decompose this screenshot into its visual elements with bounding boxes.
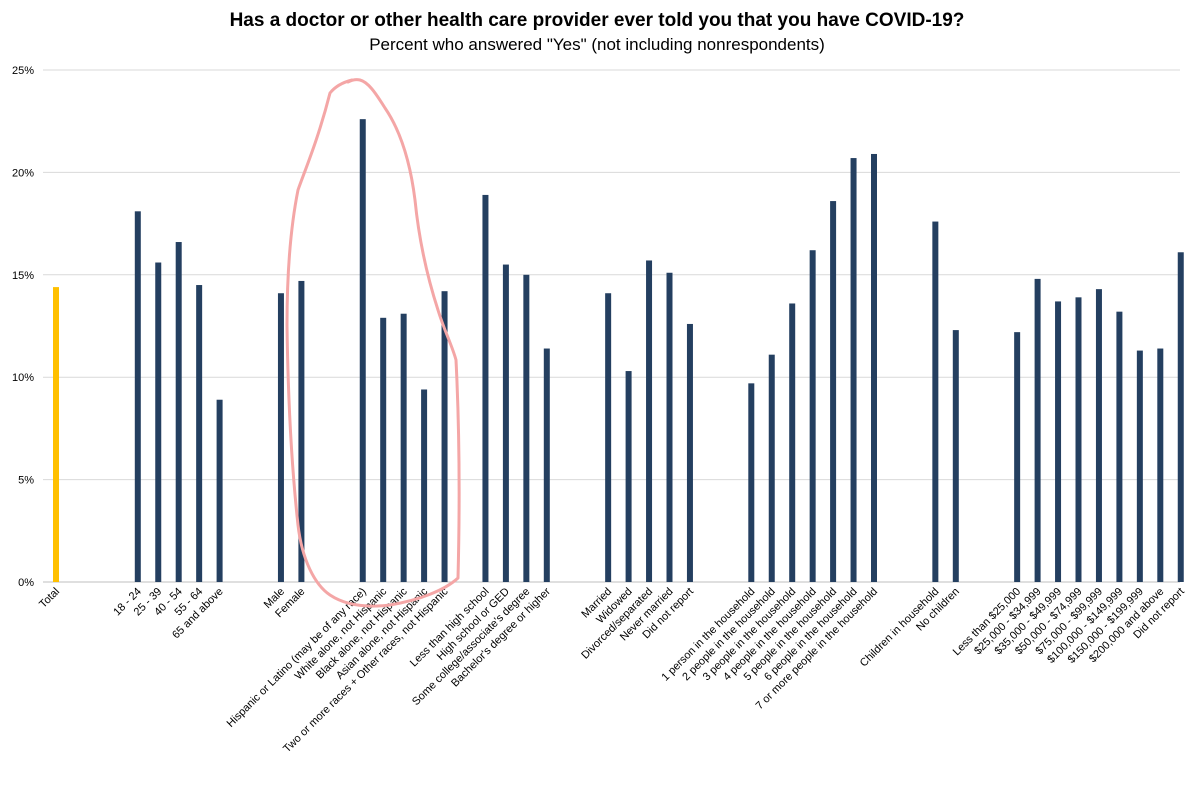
bar (932, 221, 939, 582)
bar (605, 293, 612, 582)
bar (175, 242, 182, 583)
bar (298, 280, 305, 582)
bar (809, 250, 816, 582)
bars (53, 119, 1184, 583)
bar (359, 119, 366, 582)
bar (196, 285, 203, 582)
y-tick-label: 20% (12, 167, 34, 179)
bar (134, 211, 141, 582)
bar (1116, 311, 1123, 582)
bar (1075, 297, 1082, 582)
bar (216, 399, 223, 582)
bar (155, 262, 162, 582)
bar (871, 153, 877, 582)
x-tick-label: Total (37, 586, 62, 611)
chart-title: Has a doctor or other health care provid… (229, 10, 965, 31)
chart-subtitle: Percent who answered "Yes" (not includin… (369, 35, 825, 54)
bar (441, 291, 448, 582)
y-tick-label: 10% (12, 372, 34, 384)
bar (543, 348, 550, 582)
y-tick-label: 15% (12, 270, 34, 282)
bar (768, 354, 775, 582)
bar (277, 293, 284, 582)
bar (646, 260, 653, 582)
bar (502, 264, 509, 582)
bar (53, 287, 59, 582)
bar (1136, 350, 1143, 582)
bar (482, 194, 489, 583)
bar (1055, 301, 1062, 582)
bar (1095, 289, 1102, 582)
red-circle-annotation (285, 78, 461, 608)
y-tick-label: 5% (18, 475, 34, 487)
bar (1157, 348, 1164, 582)
bar (380, 317, 387, 582)
bar (625, 371, 632, 582)
x-tick-label: Hispanic or Latino (may be of any race) (225, 586, 369, 730)
bar (1177, 252, 1184, 582)
bar (789, 303, 796, 582)
bar (666, 272, 673, 582)
bar (1014, 332, 1021, 582)
y-tick-label: 0% (18, 577, 34, 589)
bar (830, 201, 837, 582)
bar (421, 389, 428, 582)
y-axis-ticks: 0% 5% 10% 15% 20% 25% (12, 65, 34, 589)
bar (686, 323, 693, 582)
bar (523, 274, 530, 582)
bar (1034, 278, 1041, 582)
gridlines (43, 69, 1180, 583)
bar (952, 330, 959, 582)
bar (850, 158, 857, 582)
hand-drawn-annotation (285, 78, 461, 608)
bar (748, 383, 755, 582)
y-tick-label: 25% (12, 65, 34, 77)
bar (400, 313, 407, 582)
